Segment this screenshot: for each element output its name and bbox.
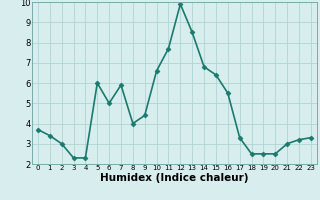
X-axis label: Humidex (Indice chaleur): Humidex (Indice chaleur)	[100, 173, 249, 183]
